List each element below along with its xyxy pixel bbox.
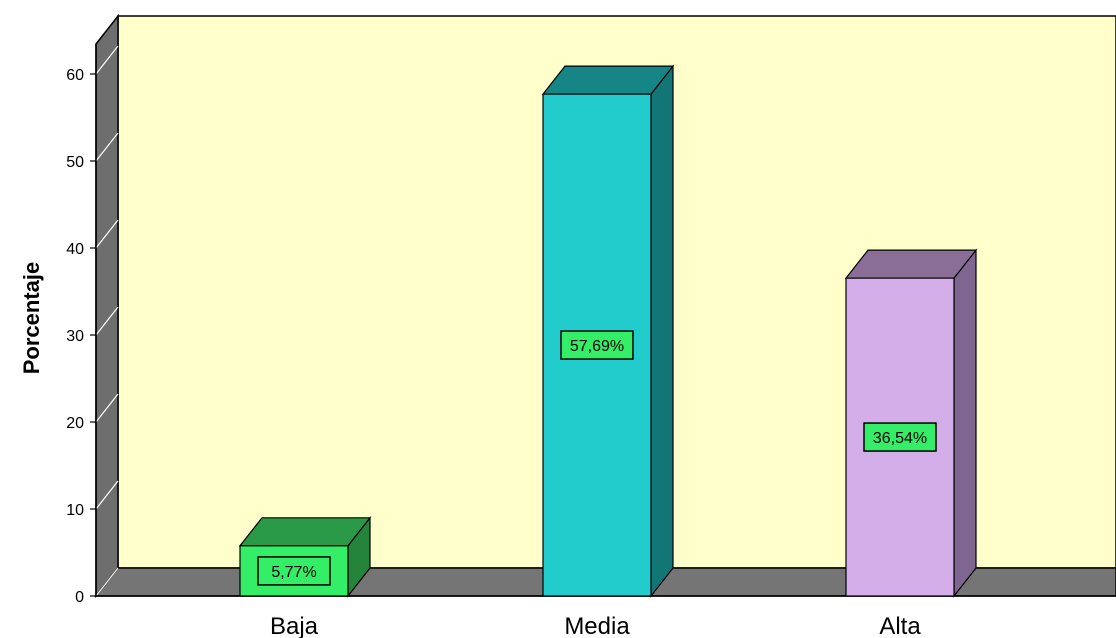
bar-side-media [650, 64, 674, 598]
bar-side-alta [953, 248, 977, 598]
y-wall-gridline [95, 219, 119, 249]
y-tick-label: 50 [66, 154, 84, 171]
x-tick-label: Alta [879, 613, 921, 638]
chart-left-wall [95, 13, 119, 599]
y-wall-gridline [95, 45, 119, 75]
x-tick-label: Baja [270, 613, 319, 638]
y-wall-gridline [95, 132, 119, 162]
y-axis-label: Porcentaje [19, 261, 44, 375]
y-wall-gridline [95, 480, 119, 510]
y-tick-label: 20 [66, 415, 84, 432]
y-tick-label: 60 [66, 67, 84, 84]
bar-top-alta [844, 249, 978, 279]
data-label: 36,54% [873, 430, 927, 447]
x-tick-label: Media [564, 613, 630, 638]
y-tick-label: 30 [66, 328, 84, 345]
y-wall-gridline [95, 306, 119, 336]
data-label-box [863, 422, 937, 452]
bar-top-media [541, 65, 675, 95]
bar-top-baja [238, 517, 372, 547]
data-label: 5,77% [271, 564, 316, 581]
y-tick-label: 40 [66, 241, 84, 258]
y-tick-label: 0 [75, 589, 84, 606]
y-wall-gridline [95, 393, 119, 423]
data-label-box [560, 330, 634, 360]
data-label-box [257, 556, 331, 586]
y-wall-gridline [95, 567, 119, 597]
data-label: 57,69% [570, 338, 624, 355]
y-tick-label: 10 [66, 502, 84, 519]
